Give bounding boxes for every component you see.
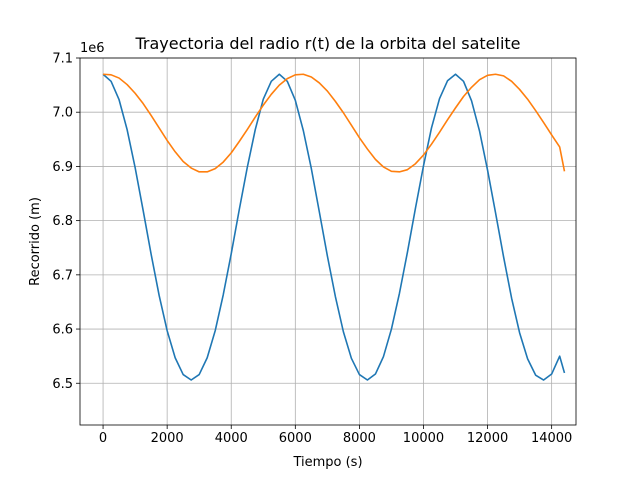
series-layer (102, 73, 566, 381)
y-tick-label: 6.8 (52, 214, 73, 229)
x-tick-label: 2000 (151, 431, 184, 446)
x-tick-label: 12000 (467, 431, 508, 446)
plot-area (80, 58, 576, 425)
y-tick-label: 6.5 (52, 377, 73, 392)
y-tick-label: 6.7 (52, 268, 73, 283)
x-tick-label: 0 (99, 431, 107, 446)
y-offset-label: 1e6 (80, 41, 105, 56)
y-axis-label: Recorrido (m) (28, 197, 43, 286)
plot-frame (79, 57, 577, 426)
y-tick-label: 6.6 (52, 323, 73, 338)
x-tick-label: 8000 (343, 431, 376, 446)
x-tick-label: 14000 (531, 431, 572, 446)
series-1-line (102, 73, 566, 381)
chart-title: Trayectoria del radio r(t) de la orbita … (134, 34, 520, 53)
y-tick-label: 6.9 (52, 160, 73, 175)
x-tick-label: 4000 (215, 431, 248, 446)
x-tick-label: 6000 (279, 431, 312, 446)
x-tick-label: 10000 (403, 431, 444, 446)
series-2-line (103, 73, 566, 173)
x-axis-label: Tiempo (s) (292, 455, 362, 470)
ticks: 0 2000 4000 6000 8000 10000 12000 14000 6.5 6.6 6.… (52, 52, 572, 447)
y-tick-label: 7.1 (52, 52, 73, 67)
y-tick-label: 7.0 (52, 106, 73, 121)
